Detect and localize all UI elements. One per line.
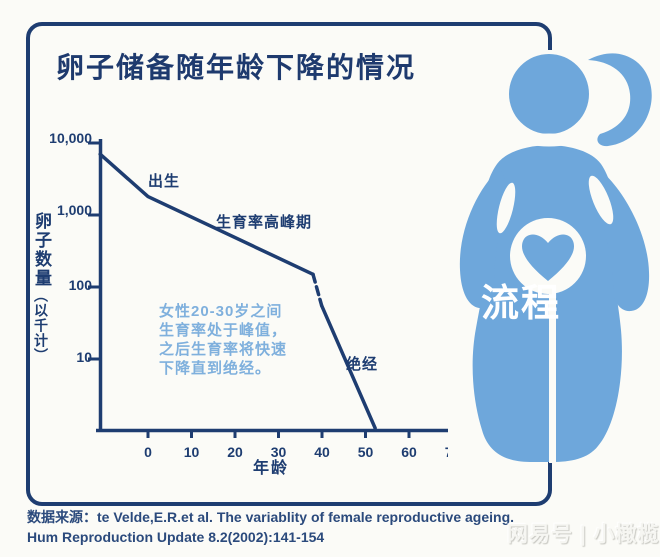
annotation-menopause: 绝经 xyxy=(346,356,379,373)
left-arm-gap xyxy=(496,182,516,234)
y-axis-title-main: 卵子数量 xyxy=(32,212,51,288)
annotation-peak-fertility: 生育率高峰期 xyxy=(216,214,313,231)
y-axis-title-sub: （以千计） xyxy=(33,288,49,363)
x-tick-label-10: 10 xyxy=(183,444,200,460)
y-tick-marks xyxy=(88,141,100,361)
y-tick-label-10: 10 xyxy=(76,349,92,365)
torso xyxy=(472,145,622,462)
y-tick-label-100: 100 xyxy=(68,277,92,293)
x-axis-title: 年龄 xyxy=(252,460,289,477)
egg-count-curve-solid-2 xyxy=(319,303,377,430)
x-tick-label-40: 40 xyxy=(314,444,330,460)
fertility-note: 女性20-30岁之间 生育率处于峰值， 之后生育率将快速 下降直到绝经。 xyxy=(159,302,287,378)
watermark-publisher: 网易号 | 小橄榄 xyxy=(507,523,660,546)
fertility-note-line2: 生育率处于峰值， xyxy=(159,322,288,339)
annotation-birth: 出生 xyxy=(148,173,181,190)
fertility-note-line4: 下降直到绝经。 xyxy=(159,360,272,377)
left-arm xyxy=(459,168,512,309)
pregnant-woman-figure xyxy=(448,50,660,463)
y-axis-title: 卵子数量（以千计） xyxy=(32,212,51,363)
x-tick-marks xyxy=(146,430,454,438)
egg-count-curve-dashed xyxy=(311,272,324,308)
page-title: 卵子储备随年龄下降的情况 xyxy=(56,52,417,83)
fertility-note-line1: 女性20-30岁之间 xyxy=(159,303,283,320)
x-tick-label-30: 30 xyxy=(270,444,287,460)
x-tick-label-20: 20 xyxy=(227,444,243,460)
data-source: 数据来源：te Velde,E.R.et al. The variablity … xyxy=(27,507,514,547)
fertility-note-line3: 之后生育率将快速 xyxy=(159,341,288,358)
egg-count-curve-solid xyxy=(98,152,315,277)
head xyxy=(509,54,589,134)
data-source-line2: Hum Reproduction Update 8.2(2002):141-15… xyxy=(27,529,325,545)
y-tick-label-10000: 10,000 xyxy=(49,130,92,146)
x-tick-label-60: 60 xyxy=(401,444,417,460)
x-tick-label-50: 50 xyxy=(357,444,374,460)
data-source-line1: 数据来源：te Velde,E.R.et al. The variablity … xyxy=(27,509,515,525)
right-arm-gap xyxy=(588,175,614,225)
x-tick-label-0: 0 xyxy=(144,444,152,460)
watermark-center: 流程 xyxy=(481,283,562,325)
y-tick-label-1000: 1,000 xyxy=(56,202,92,218)
neck-gap xyxy=(522,133,576,147)
leg-gap xyxy=(549,288,556,463)
heart-icon xyxy=(522,234,574,281)
egg-reserve-chart xyxy=(88,139,458,438)
ponytail-hair xyxy=(588,53,652,147)
